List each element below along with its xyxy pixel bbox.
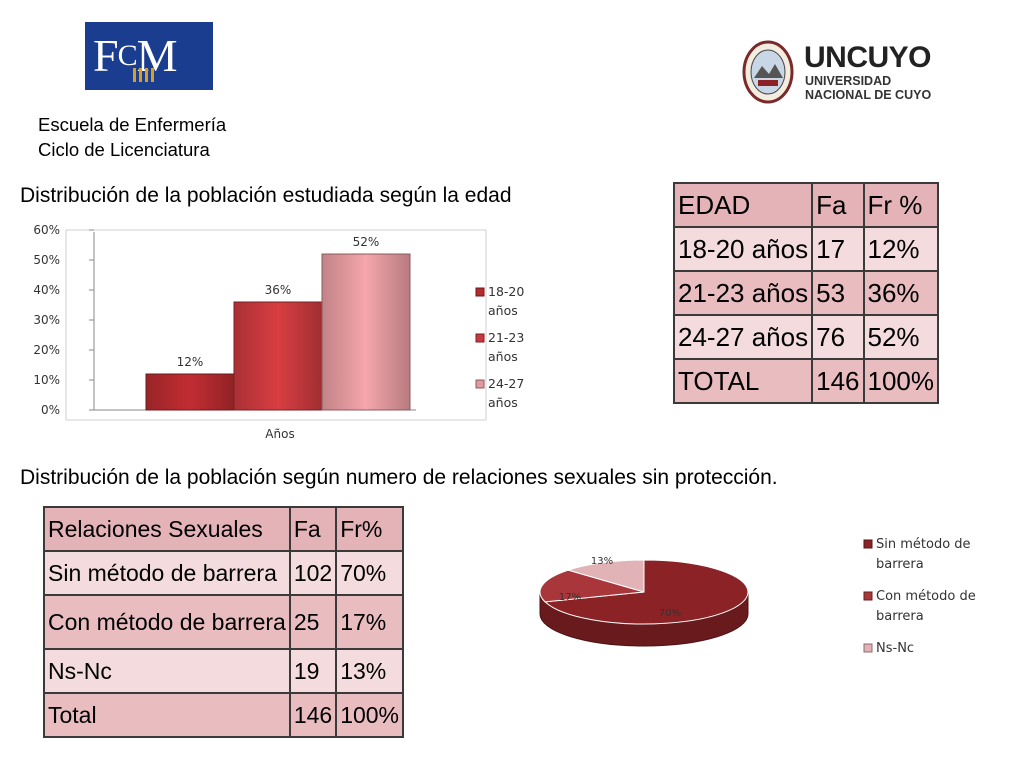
y-tick-label: 50% xyxy=(33,253,60,267)
table-cell: 12% xyxy=(862,226,939,272)
pie-slice-Sin-método-de-barrera xyxy=(543,559,749,625)
plot-border xyxy=(65,229,487,421)
table-cell: 70% xyxy=(335,550,405,596)
table-cell: TOTAL xyxy=(672,358,814,404)
bar-18-20-años xyxy=(145,373,235,411)
legend-swatch xyxy=(863,539,873,549)
table-cell: 100% xyxy=(862,358,939,404)
table-header-row: Relaciones Sexuales Fa Fr% xyxy=(43,506,405,552)
x-axis-label: Años xyxy=(265,427,294,441)
pie-data-label: 17% xyxy=(559,592,581,603)
legend-label: 24-27 años xyxy=(488,376,524,410)
legend-swatch xyxy=(475,333,485,343)
table-row: 24-27 años 76 52% xyxy=(672,314,939,360)
table-row: 18-20 años 17 12% xyxy=(672,226,939,272)
legend-label: Sin método de barrera xyxy=(876,537,971,572)
section1-title: Distribución de la población estudiada s… xyxy=(20,184,512,207)
legend-swatch xyxy=(863,643,873,653)
table-cell: 17% xyxy=(335,594,405,650)
table-cell: 52% xyxy=(862,314,939,360)
pie-data-label: 13% xyxy=(591,556,613,567)
table-cell: 25 xyxy=(288,594,338,650)
relations-pie-chart: 70% 17% 13% Sin método de barrera Con método… xyxy=(539,537,976,656)
school-name: Escuela de Enfermería xyxy=(38,114,227,135)
age-bar-chart: 0% 10% 20% 30% 40% 50% 60% 12% 36% 52% 18-20 años… xyxy=(33,223,524,441)
table-cell: 21-23 años xyxy=(672,270,814,316)
table-header-cell: Fa xyxy=(811,182,865,228)
program-name: Ciclo de Licenciatura xyxy=(38,139,210,160)
y-tick-label: 60% xyxy=(33,223,60,237)
fcm-logo: FCM xyxy=(85,22,213,90)
y-tick-label: 40% xyxy=(33,283,60,297)
legend-label: Con método de barrera xyxy=(876,589,976,624)
age-table: EDAD Fa Fr % 18-20 años 17 12% 21-23 año… xyxy=(672,182,939,404)
table-cell: 53 xyxy=(811,270,865,316)
table-cell: Total xyxy=(43,692,291,738)
table-row: 21-23 años 53 36% xyxy=(672,270,939,316)
bar-data-label: 36% xyxy=(265,283,292,297)
legend-swatch xyxy=(863,591,873,601)
table-header-cell: Relaciones Sexuales xyxy=(43,506,291,552)
legend-label: Ns-Nc xyxy=(876,641,914,656)
table-cell: 36% xyxy=(862,270,939,316)
table-cell: 13% xyxy=(335,648,405,694)
table-row: Sin método de barrera 102 70% xyxy=(43,550,405,596)
legend-label: 21-23 años xyxy=(488,330,524,364)
legend-swatch xyxy=(475,287,485,297)
table-cell: 146 xyxy=(811,358,865,404)
pie-data-label: 70% xyxy=(659,608,681,619)
uncuyo-name: UNCUYO xyxy=(804,41,932,74)
table-cell: 102 xyxy=(288,550,338,596)
table-cell: Con método de barrera xyxy=(43,594,291,650)
uncuyo-subtitle-2: NACIONAL DE CUYO xyxy=(805,88,932,102)
table-cell: Ns-Nc xyxy=(43,648,291,694)
table-header-row: EDAD Fa Fr % xyxy=(672,182,939,228)
table-row: Con método de barrera 25 17% xyxy=(43,594,405,650)
legend-label: 18-20 años xyxy=(488,284,524,318)
section2-title: Distribución de la población según numer… xyxy=(20,466,778,489)
table-header-cell: Fa xyxy=(288,506,338,552)
legend-swatch xyxy=(475,379,485,389)
table-cell: 76 xyxy=(811,314,865,360)
table-cell: Sin método de barrera xyxy=(43,550,291,596)
pie-slice-Con-método-de-barrera xyxy=(539,569,645,603)
y-tick-label: 10% xyxy=(33,373,60,387)
table-header-cell: Fr % xyxy=(862,182,939,228)
relations-table: Relaciones Sexuales Fa Fr% Sin método de… xyxy=(43,506,405,738)
table-header-cell: EDAD xyxy=(672,182,814,228)
bar-data-label: 12% xyxy=(177,355,204,369)
y-tick-label: 30% xyxy=(33,313,60,327)
table-cell: 100% xyxy=(335,692,405,738)
table-cell: 19 xyxy=(288,648,338,694)
bar-24-27-años xyxy=(321,253,411,411)
y-tick-label: 0% xyxy=(41,403,60,417)
bar-data-label: 52% xyxy=(353,235,380,249)
table-row: TOTAL 146 100% xyxy=(672,358,939,404)
table-row: Total 146 100% xyxy=(43,692,405,738)
y-tick-label: 20% xyxy=(33,343,60,357)
uncuyo-seal-icon xyxy=(742,40,794,104)
table-header-cell: Fr% xyxy=(335,506,405,552)
pie-slice-Ns-Nc xyxy=(566,559,645,593)
table-cell: 18-20 años xyxy=(672,226,814,272)
uncuyo-subtitle-1: UNIVERSIDAD xyxy=(805,74,892,88)
table-row: Ns-Nc 19 13% xyxy=(43,648,405,694)
table-cell: 17 xyxy=(811,226,865,272)
table-cell: 24-27 años xyxy=(672,314,814,360)
table-cell: 146 xyxy=(288,692,338,738)
school-header: Escuela de Enfermería Ciclo de Licenciat… xyxy=(38,112,226,162)
bar-21-23-años xyxy=(233,301,323,411)
